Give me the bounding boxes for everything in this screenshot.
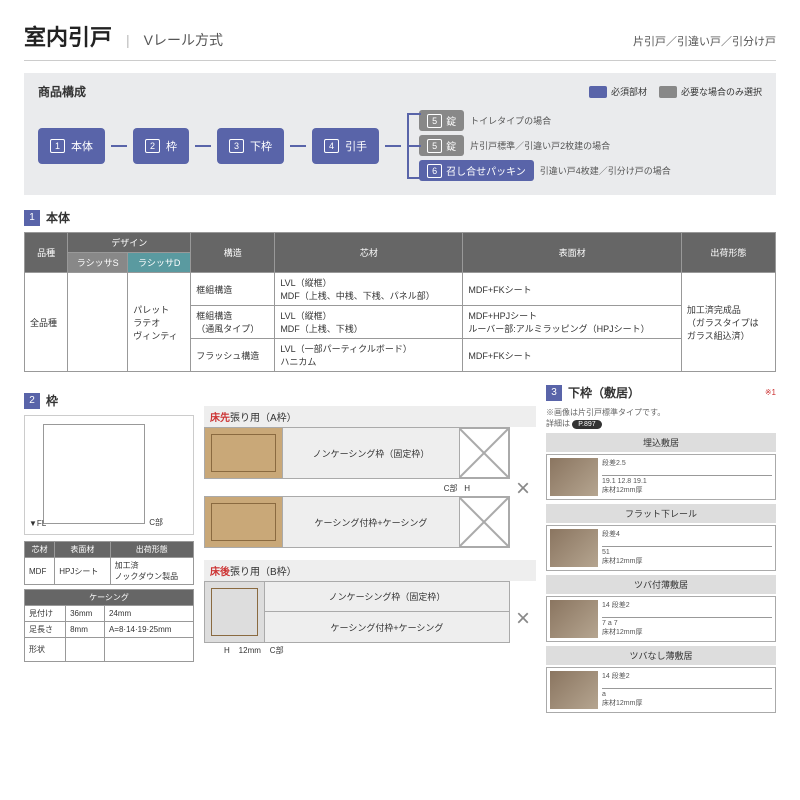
sill-variant: 段差2.519.1 12.8 19.1床材12mm厚 — [546, 454, 776, 500]
flow-branches: 5錠トイレタイプの場合 5錠片引戸標準／引違い戸2枚建の場合 6召し合せパッキン… — [419, 110, 671, 181]
frame-spec-table: 芯材表面材出荷形態 MDFHPJシート加工済 ノックダウン製品 — [24, 541, 194, 585]
branch-chip: 6召し合せパッキン — [419, 160, 534, 181]
sill-variant-title: 埋込敷居 — [546, 433, 776, 452]
flow-diagram: 1本体 2枠 3下枠 4引手 5錠トイレタイプの場合 5錠片引戸標準／引違い戸2… — [38, 110, 762, 181]
sill-variant-title: フラット下レール — [546, 504, 776, 523]
flow-step-3: 3下枠 — [217, 128, 284, 164]
section-3-note: ※画像は片引戸標準タイプです。 詳細は P.897 — [546, 407, 776, 429]
page-header: 室内引戸 | Vレール方式 片引戸／引違い戸／引分け戸 — [24, 20, 776, 61]
multiply-icon: × — [516, 475, 530, 503]
section-3-header: 3下枠（敷居） ※1 — [546, 384, 776, 401]
table-hontai: 品種 デザイン 構造 芯材 表面材 出荷形態 ラシッサS ラシッサD 全品種 パ… — [24, 232, 776, 372]
flow-step-4: 4引手 — [312, 128, 379, 164]
frame-thumb-b — [205, 582, 265, 642]
section-2-header: 2枠 — [24, 392, 194, 409]
sill-thumb — [550, 529, 598, 567]
sill-variant: 14 段差2a床材12mm厚 — [546, 667, 776, 713]
section-1-header: 1本体 — [24, 209, 776, 226]
variant-b-header: 床後張り用（B枠） — [204, 560, 536, 581]
page-subtitle: Vレール方式 — [144, 30, 223, 50]
variant-row: ケーシング付枠+ケーシング — [204, 496, 510, 548]
frame-thumb — [205, 428, 283, 478]
variant-row: ノンケーシング枠（固定枠） — [204, 427, 510, 479]
legend: 必須部材 必要な場合のみ選択 — [589, 85, 762, 98]
multiply-icon: × — [516, 605, 530, 633]
composition-panel: 商品構成 必須部材 必要な場合のみ選択 1本体 2枠 3下枠 4引手 5錠トイレ… — [24, 73, 776, 195]
sill-variant-title: ツバなし薄敷居 — [546, 646, 776, 665]
flow-step-1: 1本体 — [38, 128, 105, 164]
cross-section-icon — [459, 497, 509, 547]
sill-thumb — [550, 671, 598, 709]
cross-section-icon — [459, 428, 509, 478]
page-ref-pill: P.897 — [572, 420, 601, 429]
sill-variant-title: ツバ付薄敷居 — [546, 575, 776, 594]
swatch-optional — [659, 86, 677, 98]
variant-a-header: 床先張り用（A枠） — [204, 406, 536, 427]
header-types: 片引戸／引違い戸／引分け戸 — [633, 33, 776, 49]
title-separator: | — [126, 32, 130, 48]
frame-thumb — [205, 497, 283, 547]
composition-title: 商品構成 — [38, 83, 86, 100]
branch-chip: 5錠 — [419, 110, 464, 131]
casing-table: ケーシング 見付け36mm24mm 足長さ8mmA=8·14·19·25mm 形… — [24, 589, 194, 662]
sill-thumb — [550, 458, 598, 496]
swatch-required — [589, 86, 607, 98]
sill-thumb — [550, 600, 598, 638]
flow-step-2: 2枠 — [133, 128, 189, 164]
branch-chip: 5錠 — [419, 135, 464, 156]
sill-variant: 段差451床材12mm厚 — [546, 525, 776, 571]
page-title: 室内引戸 — [24, 20, 112, 52]
sill-variant: 14 段差27 a 7床材12mm厚 — [546, 596, 776, 642]
frame-diagram: ▼FL C部 — [24, 415, 194, 535]
